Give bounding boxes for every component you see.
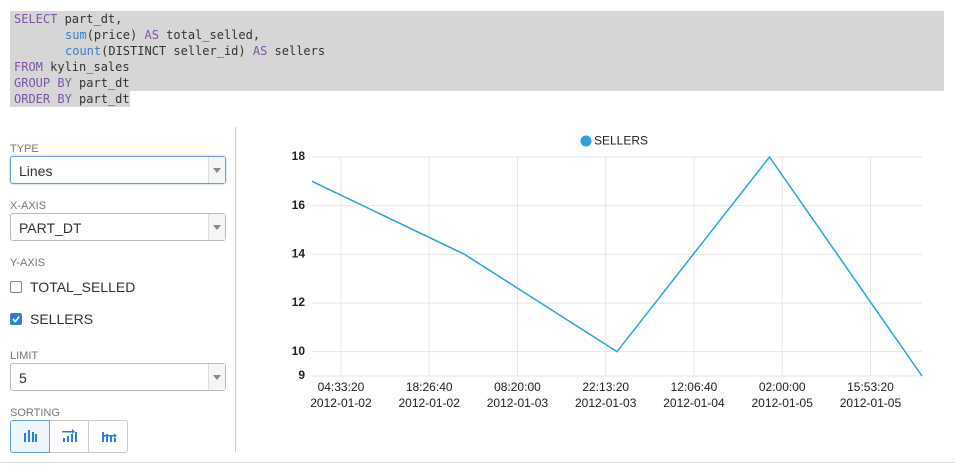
code-token: ORDER BY [14, 92, 72, 106]
code-line: sum(price) AS total_selled, [10, 27, 944, 43]
code-token: AS [144, 28, 159, 42]
limit-label: LIMIT [10, 350, 39, 362]
x-tick-label: 2012-01-03 [575, 396, 637, 410]
y-axis-label: Y-AXIS [10, 257, 46, 269]
x-axis-select[interactable]: PART_DT [10, 213, 226, 241]
type-label: TYPE [10, 143, 39, 155]
dropdown-arrow [208, 214, 225, 240]
checkbox [10, 313, 22, 325]
x-tick-label: 2012-01-02 [310, 396, 372, 410]
check-mark [12, 315, 21, 323]
x-tick-label: 2012-01-05 [840, 396, 902, 410]
code-token: part_dt [71, 92, 130, 106]
type-select[interactable]: Lines [10, 156, 226, 184]
sorting-label: SORTING [10, 407, 60, 419]
code-line: count(DISTINCT seller_id) AS sellers [10, 43, 944, 59]
icon [102, 432, 117, 442]
x-axis-label: X-AXIS [10, 200, 47, 212]
code-token: AS [252, 44, 268, 58]
x-tick-label: 04:33:20 [318, 380, 365, 394]
checkbox [10, 281, 22, 293]
code-token: sellers [267, 44, 326, 58]
code-line: ORDER BY part_dt [10, 91, 130, 107]
y-tick-label: 12 [292, 295, 306, 309]
code-line: SELECT part_dt, [10, 11, 944, 27]
y-tick-label: 16 [292, 198, 306, 212]
x-tick-label: 22:13:20 [582, 380, 629, 394]
icon [24, 430, 37, 442]
sort-desc-button[interactable] [89, 421, 127, 452]
code-line: FROM kylin_sales [10, 59, 944, 75]
option-name: SELLERS [30, 311, 94, 327]
code-token: part_dt [71, 76, 130, 90]
dropdown-arrow [208, 364, 225, 390]
sort-none-button[interactable] [10, 420, 50, 453]
code-token: total_selled, [158, 28, 261, 42]
limit-value: 5 [19, 370, 27, 386]
y-tick-label: 10 [292, 344, 306, 358]
sql-editor[interactable]: SELECT part_dt, sum(price) AS total_selle… [10, 11, 944, 107]
y-tick-label: 9 [298, 368, 305, 382]
panel-divider [235, 127, 236, 452]
code-token: SELECT [14, 12, 58, 26]
code-token: (DISTINCT seller_id) [101, 44, 253, 58]
chart: 9 10 12 14 16 18 04:33:20 2012-01-02 18:26:40 201… [292, 134, 923, 410]
x-tick-label: 2012-01-04 [663, 396, 725, 410]
x-tick-label: 15:53:20 [847, 380, 894, 394]
code-token: part_dt, [57, 12, 123, 26]
x-tick-label: 08:20:00 [494, 380, 541, 394]
icon [62, 429, 77, 442]
code-line: GROUP BY part_dt [10, 75, 944, 91]
legend-marker [580, 135, 592, 147]
code-token: sum [65, 28, 87, 42]
x-tick-label: 12:06:40 [671, 380, 718, 394]
code-token: count [65, 44, 102, 58]
sorting-buttons [10, 420, 128, 453]
series-line [311, 155, 923, 377]
code-token: (price) [86, 28, 145, 42]
code-token: kylin_sales [42, 60, 130, 74]
code-token: FROM [14, 60, 43, 74]
option-name: TOTAL_SELLED [30, 279, 136, 295]
x-tick-label: 02:00:00 [759, 380, 806, 394]
limit-select[interactable]: 5 [10, 363, 226, 391]
code-token: GROUP BY [14, 76, 72, 90]
bottom-border [0, 462, 955, 463]
x-tick-label: 18:26:40 [406, 380, 453, 394]
x-tick-label: 2012-01-05 [752, 396, 814, 410]
y-tick-label: 18 [292, 149, 306, 163]
y-tick-label: 14 [292, 247, 306, 261]
type-value: Lines [19, 163, 53, 179]
x-tick-label: 2012-01-03 [487, 396, 549, 410]
check-path [12, 315, 21, 323]
sort-asc-button[interactable] [50, 421, 89, 452]
x-tick-label: 2012-01-02 [399, 396, 461, 410]
x-axis-value: PART_DT [19, 220, 82, 236]
legend-label: SELLERS [594, 134, 648, 148]
dropdown-arrow [208, 157, 225, 183]
